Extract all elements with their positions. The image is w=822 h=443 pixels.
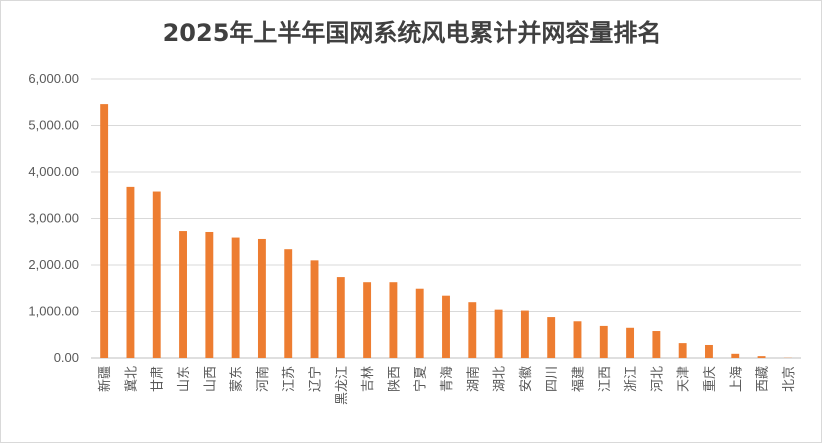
x-tick-label: 四川: [545, 366, 560, 392]
x-tick-label: 浙江: [624, 366, 639, 392]
bar-浙江: [626, 327, 635, 358]
y-tick-label: 4,000.00: [28, 164, 79, 179]
y-tick-label: 3,000.00: [28, 211, 79, 226]
x-tick-label: 福建: [571, 366, 586, 392]
x-tick-label: 西藏: [756, 366, 771, 392]
x-tick-label: 辽宁: [308, 366, 324, 392]
bar-湖北: [494, 309, 503, 358]
bar-甘肃: [152, 191, 161, 358]
y-axis-ticks: 0.00 1,000.00 2,000.00 3,000.00 4,000.00 5,00…: [28, 71, 79, 365]
bar-四川: [547, 317, 556, 358]
bar-辽宁: [310, 260, 319, 358]
bar-陕西: [389, 282, 398, 358]
y-tick-label: 1,000.00: [28, 304, 79, 319]
bar-山东: [179, 231, 187, 358]
x-tick-label: 吉林: [361, 366, 376, 392]
bar-重庆: [705, 344, 713, 358]
y-tick-label: 0.00: [54, 350, 79, 365]
bar-蒙东: [231, 237, 240, 358]
bar-河北: [652, 331, 661, 358]
y-tick-label: 5,000.00: [28, 118, 79, 133]
y-tick-label: 6,000.00: [28, 71, 79, 86]
x-tick-label: 江西: [598, 366, 613, 392]
bar-江苏: [284, 249, 293, 358]
bar-宁夏: [415, 288, 424, 358]
x-tick-label: 安徽: [519, 366, 534, 392]
x-tick-label: 山东: [177, 366, 192, 392]
x-tick-label: 宁夏: [413, 366, 429, 392]
x-tick-label: 北京: [782, 366, 797, 392]
bar-安徽: [520, 310, 529, 358]
x-tick-label: 重庆: [702, 366, 718, 392]
chart-title: 2025年上半年国网系统风电累计并网容量排名: [162, 19, 662, 47]
bar-山西: [205, 231, 214, 358]
x-tick-label: 天津: [677, 366, 692, 392]
bar-黑龙江: [336, 277, 345, 358]
bar-天津: [678, 343, 687, 358]
bar-上海: [731, 353, 740, 358]
bars: [100, 104, 792, 358]
x-tick-label: 黑龙江: [335, 366, 350, 405]
x-tick-label: 山西: [203, 366, 218, 392]
x-axis-labels: 新疆 冀北 甘肃 山东 山西 蒙东 河南 江苏 辽宁 黑龙江 吉林 陕西 宁夏 青海 湖南 湖北 安徽 四川 福建江…: [97, 366, 797, 405]
y-tick-label: 2,000.00: [28, 257, 79, 272]
x-tick-label: 河北: [650, 366, 665, 392]
bar-西藏: [757, 356, 766, 358]
x-tick-label: 青海: [440, 366, 455, 392]
bar-江西: [599, 325, 608, 358]
x-tick-label: 河南: [255, 366, 271, 392]
bar-青海: [442, 295, 450, 358]
x-tick-label: 冀北: [123, 366, 139, 392]
x-tick-label: 上海: [729, 366, 744, 392]
x-tick-label: 蒙东: [230, 366, 245, 392]
x-tick-label: 新疆: [97, 366, 113, 392]
x-tick-label: 湖南: [465, 366, 481, 392]
bar-湖南: [468, 302, 477, 358]
x-tick-label: 江苏: [281, 366, 297, 392]
x-tick-label: 陕西: [387, 366, 402, 392]
bar-福建: [573, 321, 582, 358]
bar-冀北: [126, 186, 135, 358]
bar-新疆: [100, 104, 109, 358]
x-tick-label: 甘肃: [151, 366, 166, 392]
bar-河南: [257, 238, 266, 358]
bar-吉林: [363, 282, 372, 358]
x-tick-label: 湖北: [493, 366, 508, 392]
